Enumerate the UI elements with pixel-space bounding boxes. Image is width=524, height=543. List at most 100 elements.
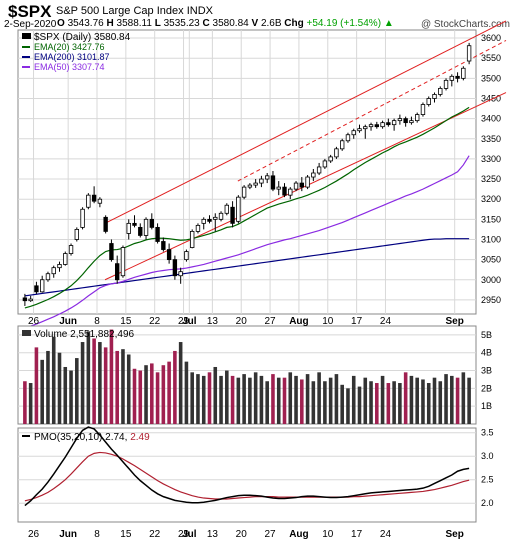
volume-bar (236, 377, 241, 424)
volume-bar (363, 377, 368, 424)
price-tick-label: 3000 (481, 275, 501, 285)
pmo-signal-line (24, 451, 470, 502)
x-tick-label: 27 (265, 529, 277, 540)
pmo-panel (17, 427, 477, 523)
candle-body (299, 182, 304, 188)
price-tick-label: 3600 (481, 33, 501, 43)
price-tick-label: 3550 (481, 53, 501, 63)
x-tick-label: 26 (28, 529, 40, 540)
volume-bar (276, 377, 281, 424)
candle-body (28, 298, 33, 302)
price-tick-label: 3500 (481, 73, 501, 83)
candle-body (143, 218, 149, 236)
volume-bar (467, 377, 471, 424)
x-tick-label: 29 (178, 316, 190, 327)
candle-body (103, 216, 108, 232)
volume-bar (138, 370, 143, 424)
volume-bar (375, 383, 379, 424)
candle-body (293, 182, 299, 190)
candle-body (466, 45, 472, 62)
volume-bar (380, 375, 385, 424)
volume-bar (323, 381, 327, 424)
volume-bar (190, 372, 194, 424)
volume-legend: Volume 2,551,882,496 (22, 329, 135, 340)
volume-bar (201, 375, 206, 424)
volume-bar (69, 370, 73, 424)
candle-body (241, 186, 247, 198)
price-panel (17, 29, 477, 315)
candle-body (357, 128, 362, 132)
candle-body (149, 218, 154, 228)
candle-body (322, 160, 328, 168)
candle-body (91, 194, 97, 202)
candle-body (218, 212, 224, 220)
volume-legend-text: Volume 2,551,882,496 (34, 329, 135, 340)
candle-body (184, 251, 189, 261)
candle-body (172, 259, 178, 277)
candle-body (63, 253, 68, 265)
price-tick-label: 2950 (481, 295, 501, 305)
volume-bar (207, 372, 212, 424)
volume-bar (392, 381, 396, 424)
candle-body (247, 184, 253, 188)
candle-body (328, 156, 333, 162)
x-tick-label: Jul (182, 316, 197, 327)
volume-bar (253, 372, 258, 424)
volume-bar (115, 350, 119, 424)
volume-bar (92, 338, 96, 424)
ema200-path (24, 238, 470, 297)
ema200-line (24, 238, 470, 297)
ema50-legend-text: EMA(50) 3307.74 (34, 62, 105, 72)
volume-value: 2.6B (260, 18, 282, 29)
volume-bar (415, 377, 419, 424)
x-tick-label: 17 (351, 316, 363, 327)
exchange-text: INDX (186, 5, 213, 17)
candle-body (253, 182, 258, 186)
candle-body (132, 222, 137, 226)
volume-bar (421, 379, 425, 424)
candle-body (270, 175, 276, 190)
candle-body (415, 114, 420, 122)
candle-body (288, 188, 293, 196)
ema50-path (24, 155, 470, 329)
price-tick-label: 3050 (481, 255, 501, 265)
price-tick-label: 3350 (481, 134, 501, 144)
x-tick-label: Aug (289, 529, 308, 540)
candle-body (57, 264, 62, 269)
candle-body (380, 122, 385, 128)
volume-bar (80, 342, 85, 424)
candle-body (455, 75, 460, 79)
volume-bar (346, 388, 350, 424)
x-tick-label: 27 (265, 316, 277, 327)
volume-bar (40, 359, 44, 424)
ema20-legend-text: EMA(20) 3427.76 (34, 42, 105, 52)
volume-bar (126, 354, 131, 424)
candle-body (22, 297, 28, 302)
x-tick-label: 10 (322, 316, 334, 327)
candle-body (40, 279, 45, 293)
volume-bar (178, 342, 183, 424)
volume-bar (51, 336, 56, 424)
candle-body (311, 172, 316, 178)
price-tick-label: 3450 (481, 93, 501, 103)
volume-bar (173, 350, 177, 424)
pmo-axis: 2.0 2.5 3.0 3.5 (481, 428, 494, 509)
open-value: 3543.76 (67, 18, 104, 29)
candle-body (334, 148, 339, 158)
ema20-line (24, 106, 470, 309)
symbol-title: $SPX (8, 2, 52, 21)
volume-label: V (251, 18, 259, 29)
candle-body (201, 218, 206, 224)
x-tick-label: Jun (59, 316, 77, 327)
ema200-legend-text: EMA(200) 3101.87 (34, 52, 110, 62)
volume-bar (300, 379, 304, 424)
volume-bar (328, 377, 333, 424)
volume-bar (98, 342, 102, 424)
pmo-tick-label: 2.5 (481, 475, 494, 485)
candle-body (386, 122, 391, 126)
volume-bar (109, 329, 114, 424)
quote-date: 2-Sep-2020 (4, 19, 57, 30)
candle-body (86, 194, 91, 208)
